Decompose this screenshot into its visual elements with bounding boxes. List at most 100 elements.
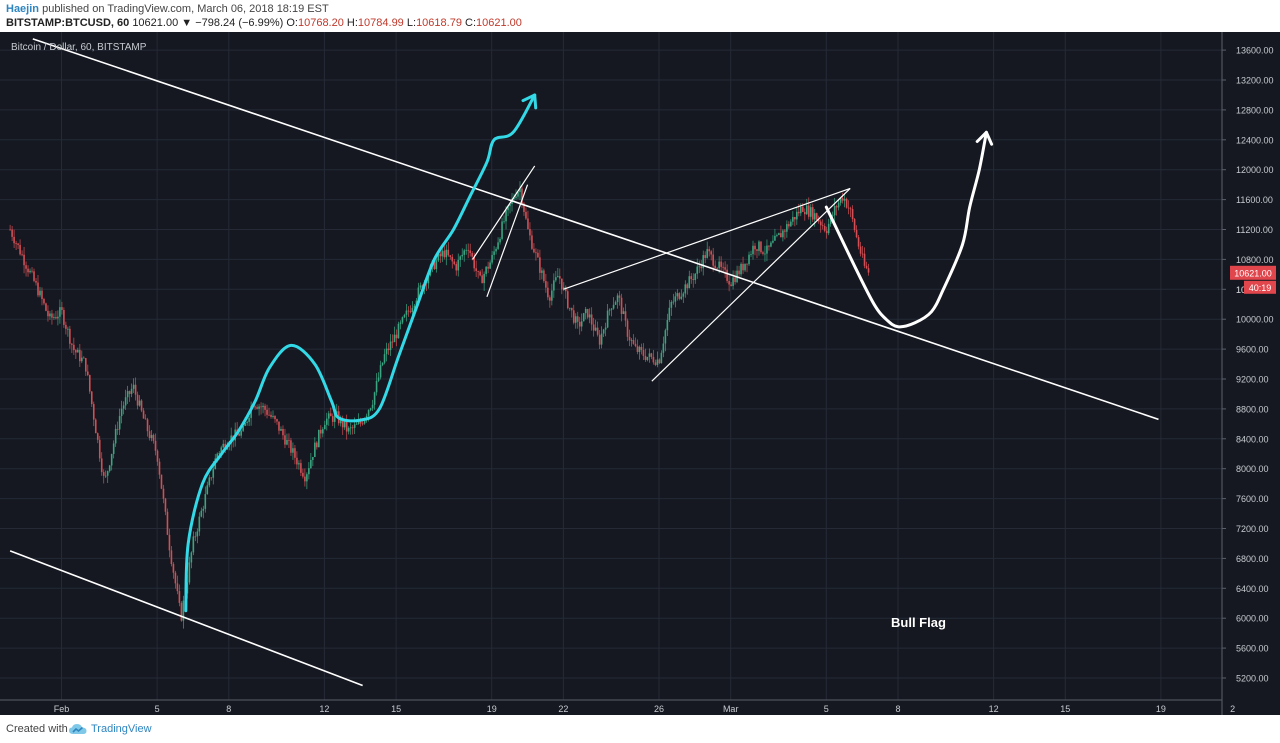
candle-down (387, 348, 390, 351)
candle-up (744, 263, 746, 271)
chart-area[interactable]: 5200.00 5600.00 6000.00 6400.00 6800.00 7200.… (0, 32, 1280, 715)
publish-header: Haejin published on TradingView.com, Mar… (0, 0, 1280, 32)
candle-down (531, 235, 533, 249)
candle-down (276, 419, 278, 422)
time-tick-label: 12 (989, 704, 999, 714)
candle-up (786, 224, 788, 232)
time-tick-label: 5 (824, 704, 829, 714)
candle-down (449, 255, 452, 257)
candle-up (782, 230, 784, 238)
candle-down (331, 416, 334, 422)
candle-up (190, 552, 193, 563)
candle-up (150, 434, 153, 439)
candle-down (487, 266, 489, 269)
candle-down (712, 254, 714, 266)
candle-down (692, 279, 695, 281)
candle-up (666, 319, 669, 331)
candle-down (266, 409, 268, 415)
candle-up (130, 388, 133, 394)
candle-down (479, 271, 481, 276)
candle-up (509, 203, 511, 207)
open-value: 10768.20 (297, 17, 344, 29)
candle-down (61, 307, 63, 311)
candle-up (272, 416, 274, 417)
candle-down (284, 435, 286, 445)
candle-up (196, 531, 199, 537)
tradingview-brand-link[interactable]: TradingView (91, 723, 152, 735)
price-tick-label: 12000.00 (1236, 165, 1274, 175)
candle-down (576, 316, 579, 322)
candle-down (270, 414, 272, 417)
candle-down (644, 355, 647, 360)
candle-down (128, 391, 131, 394)
candle-up (401, 317, 404, 323)
candle-down (351, 427, 354, 429)
candle-down (549, 297, 551, 301)
candle-up (670, 301, 673, 308)
candle-down (341, 418, 344, 428)
author-link[interactable]: Haejin (6, 3, 40, 15)
candle-down (152, 434, 155, 441)
candle-up (602, 329, 605, 334)
candle-up (206, 485, 209, 495)
candle-up (118, 416, 121, 430)
candle-up (774, 235, 776, 241)
candle-down (598, 334, 601, 345)
candle-up (222, 443, 225, 448)
candle-up (461, 254, 464, 257)
candle-down (164, 498, 167, 512)
last-price-badge (1230, 265, 1276, 280)
price-axis-panel[interactable] (1222, 32, 1280, 715)
candle-up (706, 249, 708, 258)
last-price: 10621.00 (132, 17, 179, 29)
candle-up (138, 400, 141, 406)
candlestick-chart[interactable]: 5200.00 5600.00 6000.00 6400.00 6800.00 7200.… (0, 32, 1280, 715)
candle-up (750, 254, 752, 256)
candle-up (459, 256, 462, 260)
candle-down (154, 440, 157, 451)
candle-up (57, 316, 59, 319)
candle-up (327, 413, 330, 419)
price-tick-label: 9200.00 (1236, 375, 1269, 385)
candle-down (63, 310, 65, 325)
candle-down (592, 324, 595, 331)
candle-down (780, 233, 782, 238)
candle-up (766, 245, 768, 254)
candle-down (100, 458, 103, 473)
candle-up (371, 404, 374, 409)
candle-down (652, 356, 655, 363)
candle-up (501, 221, 503, 239)
candle-up (839, 198, 842, 203)
candle-down (704, 255, 707, 258)
candle-up (680, 296, 683, 299)
price-tick-label: 7200.00 (1236, 524, 1269, 534)
candle-up (318, 429, 320, 448)
candle-down (825, 230, 828, 234)
high-label: H: (346, 17, 358, 29)
candle-up (188, 562, 191, 583)
candle-down (194, 536, 197, 538)
time-tick-label: 19 (1156, 704, 1166, 714)
candle-down (254, 406, 256, 408)
candle-up (702, 255, 705, 269)
trendline-wedge-upper (563, 187, 851, 290)
candle-up (208, 477, 211, 486)
candle-up (314, 442, 316, 458)
candle-up (310, 459, 312, 469)
candle-down (294, 448, 296, 458)
tradingview-cloud-icon[interactable] (68, 722, 88, 736)
candle-up (112, 443, 115, 454)
time-tick-label: 8 (226, 704, 231, 714)
candle-up (630, 340, 633, 341)
candle-up (672, 301, 675, 303)
candle-down (148, 431, 151, 439)
candle-up (367, 410, 370, 416)
candle-down (302, 472, 304, 477)
candle-up (280, 428, 282, 431)
candle-up (373, 392, 376, 405)
candle-down (146, 419, 149, 432)
candle-up (664, 330, 667, 344)
candle-up (126, 391, 129, 398)
candle-down (162, 488, 165, 499)
candle-down (586, 308, 589, 318)
